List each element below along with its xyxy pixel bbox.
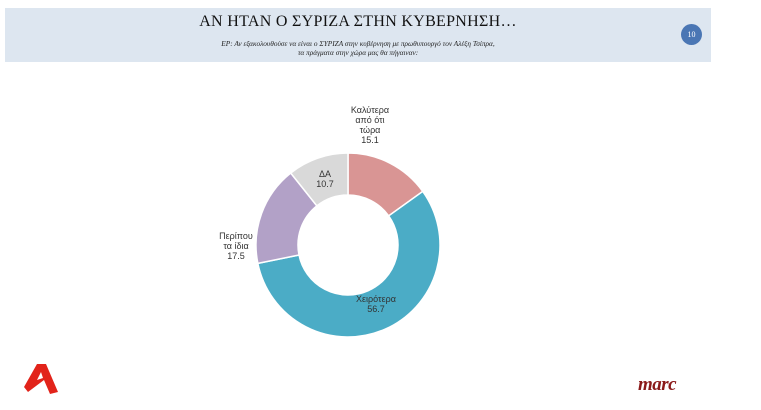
data-label-dk-na: ΔΑ 10.7 <box>316 169 334 189</box>
data-category-dk-na: ΔΑ <box>319 169 331 179</box>
survey-question-line-1: ΕΡ: Αν εξακολουθούσε να είναι ο ΣΥΡΙΖΑ σ… <box>221 39 495 48</box>
slice-dk-na <box>289 152 349 207</box>
page-number-badge: 10 <box>681 24 702 45</box>
data-category-better: από ότι <box>355 115 384 125</box>
slice-worse <box>256 190 441 338</box>
data-value-better: 15.1 <box>361 135 379 145</box>
marc-logo: marc <box>638 374 677 395</box>
data-category-about-same: Περίπου <box>219 231 253 241</box>
data-category-worse: Χειρότερα <box>356 294 396 304</box>
survey-question-line-2: τα πράγματα στην χώρα μας θα πήγαιναν: <box>297 48 419 57</box>
data-value-worse: 56.7 <box>367 304 385 314</box>
page-title: ΑΝ ΗΤΑΝ Ο ΣΥΡΙΖΑ ΣΤΗΝ ΚΥΒΕΡΝΗΣΗ… <box>199 13 517 30</box>
survey-question: ΕΡ: Αν εξακολουθούσε να είναι ο ΣΥΡΙΖΑ σ… <box>5 39 711 57</box>
data-value-dk-na: 10.7 <box>316 179 334 189</box>
data-value-about-same: 17.5 <box>227 251 245 261</box>
data-label-better: Καλύτερα από ότι τώρα 15.1 <box>351 105 389 145</box>
data-label-about-same: Περίπου τα ίδια 17.5 <box>219 231 253 261</box>
alpha-tv-logo <box>24 364 58 394</box>
data-category-about-same: τα ίδια <box>223 241 248 251</box>
data-label-worse: Χειρότερα 56.7 <box>356 294 396 314</box>
data-category-better: τώρα <box>360 125 381 135</box>
header-banner: ΑΝ ΗΤΑΝ Ο ΣΥΡΙΖΑ ΣΤΗΝ ΚΥΒΕΡΝΗΣΗ… ΕΡ: Αν … <box>5 8 711 62</box>
data-category-better: Καλύτερα <box>351 105 389 115</box>
